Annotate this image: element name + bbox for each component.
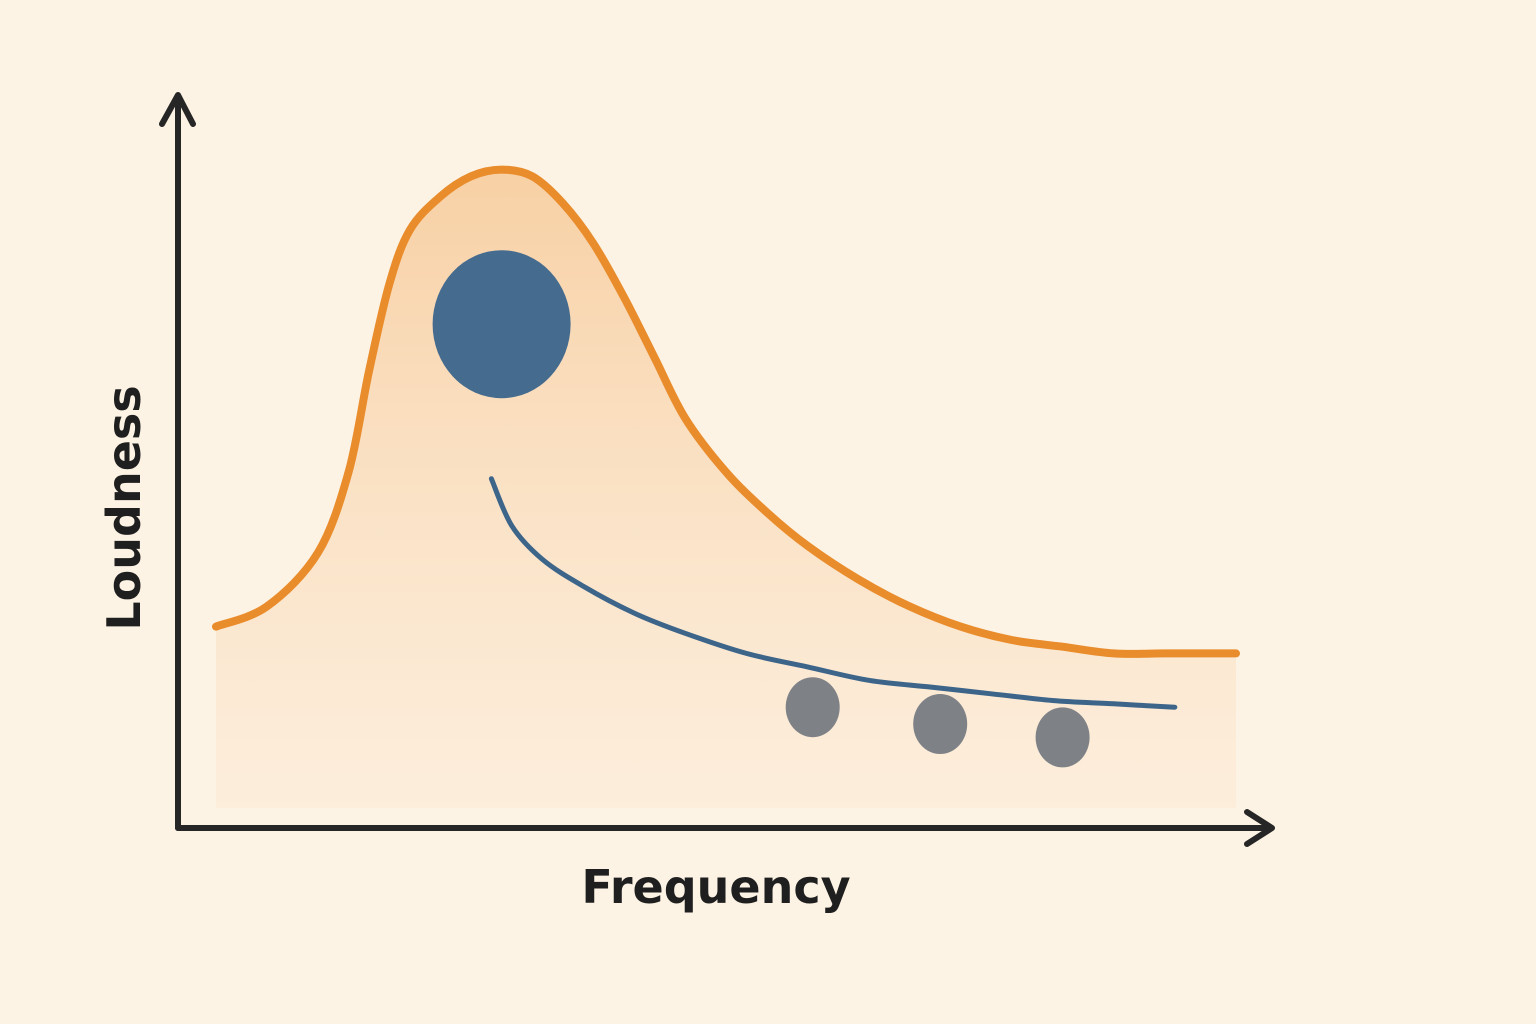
x-axis-arrowhead xyxy=(1244,809,1275,847)
y-axis-label: Loudness xyxy=(97,385,151,630)
orange-curve-series-0 xyxy=(212,165,1240,658)
large-point-0 xyxy=(432,250,571,399)
y-axis-arrowhead xyxy=(159,92,196,127)
blue-curve-series-1 xyxy=(488,476,1178,710)
small-point-3 xyxy=(1035,707,1090,768)
x-axis-label: Frequency xyxy=(581,860,850,914)
small-point-1 xyxy=(785,677,840,738)
small-point-2 xyxy=(913,694,968,754)
area-fill-series-0 xyxy=(216,169,1236,809)
